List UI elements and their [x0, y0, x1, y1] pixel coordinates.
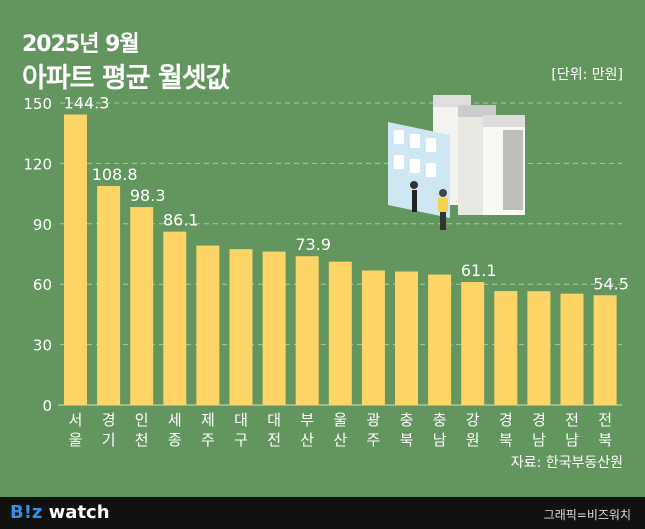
bar	[97, 185, 121, 405]
y-tick-label: 30	[33, 337, 52, 355]
x-tick-label: 세	[168, 411, 182, 429]
footer-bar: B!z watch 그래픽=비즈워치	[0, 497, 645, 529]
graphic-credit: 그래픽=비즈워치	[543, 508, 631, 522]
x-tick-label: 남	[565, 431, 579, 449]
chart-title: 아파트 평균 월셋값	[22, 63, 231, 94]
x-tick-label: 서	[69, 411, 83, 429]
bar	[262, 251, 286, 405]
x-tick-label: 북	[400, 431, 414, 449]
data-label: 86.1	[163, 211, 199, 230]
bar	[428, 274, 452, 405]
x-tick-label: 경	[499, 411, 513, 429]
x-tick-label: 경	[102, 411, 116, 429]
x-tick-label: 대	[267, 411, 281, 429]
unit-label: [단위: 만원]	[551, 67, 623, 83]
bar	[461, 281, 485, 405]
x-tick-label: 전	[267, 431, 281, 449]
bar	[328, 261, 352, 405]
building-illustration-icon	[388, 95, 525, 230]
y-tick-label: 60	[33, 276, 52, 294]
data-label: 73.9	[295, 235, 331, 254]
bar	[163, 231, 187, 405]
bar	[395, 271, 418, 405]
x-tick-label: 산	[300, 431, 314, 449]
x-tick-label: 충	[400, 411, 414, 429]
y-tick-label: 0	[42, 397, 52, 415]
x-tick-label: 북	[598, 431, 612, 449]
x-tick-label: 천	[135, 431, 149, 449]
source-note: 자료: 한국부동산원	[510, 455, 623, 471]
x-tick-label: 대	[234, 411, 248, 429]
x-tick-label: 울	[69, 431, 83, 449]
data-label: 61.1	[461, 261, 497, 280]
bizwatch-logo: B!z watch	[10, 502, 110, 523]
bar	[130, 207, 154, 405]
x-tick-label: 경	[532, 411, 546, 429]
x-tick-label: 전	[565, 411, 579, 429]
x-tick-label: 남	[433, 431, 447, 449]
y-tick-label: 90	[33, 216, 52, 234]
x-tick-label: 인	[135, 411, 149, 429]
bar	[196, 245, 220, 405]
x-tick-label: 원	[466, 431, 480, 449]
x-tick-label: 전	[598, 411, 612, 429]
x-tick-label: 제	[201, 411, 215, 429]
x-tick-label: 산	[333, 431, 347, 449]
x-tick-label: 기	[102, 431, 116, 449]
y-tick-label: 150	[23, 95, 52, 113]
x-tick-label: 북	[499, 431, 513, 449]
x-tick-label: 충	[433, 411, 447, 429]
bar	[295, 256, 319, 405]
data-label: 54.5	[593, 274, 629, 293]
data-label: 144.3	[64, 93, 110, 112]
bar	[229, 249, 253, 405]
x-tick-label: 주	[366, 431, 380, 449]
bar	[593, 295, 617, 405]
bar	[494, 291, 518, 405]
data-label: 98.3	[130, 186, 166, 205]
bar	[361, 270, 385, 405]
x-tick-label: 주	[201, 431, 215, 449]
x-tick-label: 울	[333, 411, 347, 429]
x-tick-label: 광	[366, 411, 380, 429]
x-tick-label: 강	[466, 411, 480, 429]
x-tick-label: 구	[234, 431, 248, 449]
bar	[64, 114, 87, 405]
bar	[560, 293, 584, 405]
bar	[527, 291, 551, 405]
y-tick-label: 120	[23, 155, 52, 173]
data-label: 108.8	[92, 165, 138, 184]
x-tick-label: 종	[168, 431, 182, 449]
x-tick-label: 남	[532, 431, 546, 449]
chart-subtitle: 2025년 9월	[22, 32, 140, 57]
x-tick-label: 부	[300, 411, 314, 429]
